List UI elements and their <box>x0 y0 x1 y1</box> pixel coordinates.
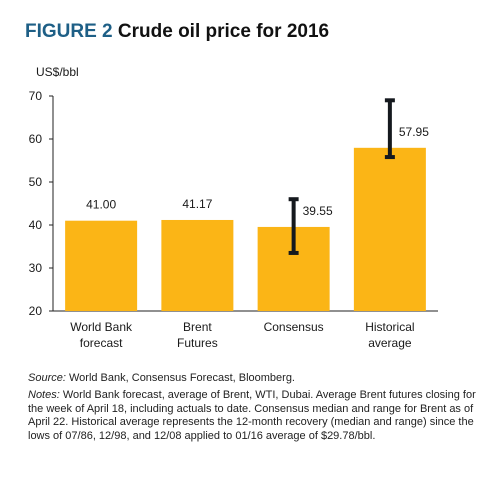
notes-line: Notes: World Bank forecast, average of B… <box>28 389 478 443</box>
figure-number: FIGURE 2 <box>25 21 113 42</box>
y-tick-label: 30 <box>29 261 43 275</box>
y-tick-label: 70 <box>29 89 43 103</box>
data-label: 41.00 <box>86 198 116 212</box>
chart-notes: Source: World Bank, Consensus Forecast, … <box>28 372 478 443</box>
x-tick-label: Historical <box>365 320 414 334</box>
bar-chart: US$/bbl 20 30 40 50 60 70 41.00 World Bank foreca… <box>29 65 438 350</box>
figure-title: FIGURE 2 Crude oil price for 2016 <box>25 21 329 43</box>
source-label: Source: <box>28 372 66 384</box>
x-tick-label: Consensus <box>264 320 324 334</box>
notes-text: World Bank forecast, average of Brent, W… <box>28 389 476 442</box>
y-tick-label: 50 <box>29 175 43 189</box>
x-tick-label: forecast <box>80 336 123 350</box>
data-label: 41.17 <box>182 197 212 211</box>
x-tick-label: Futures <box>177 336 218 350</box>
source-line: Source: World Bank, Consensus Forecast, … <box>28 372 478 385</box>
x-tick-label: World Bank <box>70 320 133 334</box>
source-text: World Bank, Consensus Forecast, Bloomber… <box>65 372 295 384</box>
x-tick-label: Brent <box>183 320 212 334</box>
data-label: 57.95 <box>399 125 429 139</box>
bar <box>65 220 138 311</box>
x-tick-label: average <box>368 336 412 350</box>
y-axis-label: US$/bbl <box>36 65 79 79</box>
notes-label: Notes: <box>28 389 60 402</box>
figure-title-text: Crude oil price for 2016 <box>117 21 330 42</box>
y-tick-label: 40 <box>29 218 43 232</box>
bar <box>353 147 426 311</box>
y-tick-label: 60 <box>29 132 43 146</box>
y-tick-label: 20 <box>29 304 43 318</box>
data-label: 39.55 <box>303 204 333 218</box>
bar <box>161 219 234 311</box>
